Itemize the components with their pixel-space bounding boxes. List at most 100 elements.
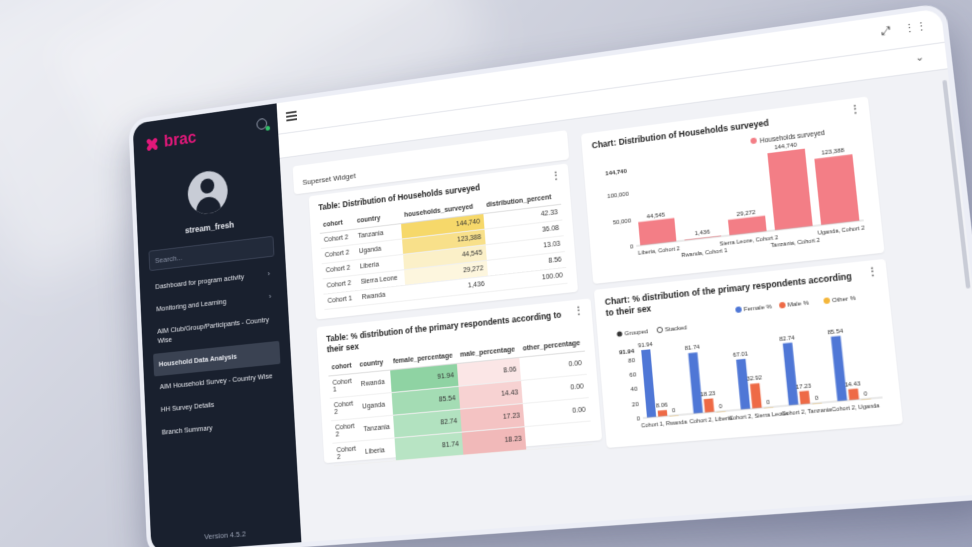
y-tick-label: 60 [629,372,636,379]
data-label: 91.94 [638,342,653,350]
table-cell: Cohort 1 [328,373,358,399]
data-label: 17.23 [796,383,812,391]
sidebar: brac stream_fresh Search... Dashboard fo… [132,103,302,547]
bar [830,335,848,402]
legend-label: Other % [832,296,856,305]
table-cell: Cohort 2 [332,440,363,466]
expand-icon[interactable]: ⤢ [880,24,892,39]
y-tick-label: 0 [636,416,640,423]
bar [848,388,860,401]
user-status-icon[interactable] [256,117,268,131]
x-tick-label: Sierra Leone, Cohort 2 [719,235,778,248]
data-label: 144,740 [774,142,797,151]
bar [703,398,715,413]
x-tick-label: Cohort 2, Uganda [831,403,880,414]
table-cell: 18.23 [461,426,527,456]
bar [767,148,813,231]
kebab-menu-icon[interactable]: ⋮ [550,170,562,183]
bar [641,349,657,418]
x-tick-label: Liberia, Cohort 2 [638,246,680,257]
x-tick-label: Rwanda, Cohort 1 [681,248,728,260]
chart-households-surveyed: Chart: Distribution of Households survey… [580,96,885,284]
bar [727,215,767,236]
table-cell: Rwanda [356,370,392,396]
y-tick-label: 80 [628,357,635,364]
chart-respondents-sex: Chart: % distribution of the primary res… [593,258,904,448]
chevron-right-icon: › [268,292,272,301]
legend-label: Male % [787,301,809,310]
main-content: ⤢ ⋮⋮ ⌄ Superset Widget Table: Distributi… [276,8,972,543]
table-cell: Cohort 2 [329,395,360,421]
data-label: 44,545 [646,212,665,221]
apps-grid-icon[interactable]: ⋮⋮ [903,20,929,37]
username: stream_fresh [184,219,235,236]
grouped-radio-icon [616,331,623,337]
version-label: Version 4.5.2 [203,529,247,542]
data-label: 123,388 [821,148,845,157]
data-label: 67.01 [733,351,749,359]
sidebar-menu: Dashboard for program activity › Monitor… [150,262,285,444]
x-tick-label: Uganda, Cohort 2 [817,225,865,237]
table-cell: Tanzania [359,415,395,441]
y-tick-label: 0 [630,244,634,251]
x-tick-label: Tanzania, Cohort 2 [770,237,820,249]
table-cell [524,421,593,451]
grouped-option: Grouped [624,329,648,338]
x-tick-label: Cohort 2, Liberia [689,415,732,425]
kebab-menu-icon[interactable]: ⋮ [849,103,862,117]
chart1-svg: Households surveyed144,740100,00050,0000… [605,129,865,260]
y-tick-label: 20 [632,401,639,408]
brac-logo[interactable]: brac [143,118,268,154]
bar [750,383,762,409]
legend-swatch [735,306,742,314]
data-label: 0 [766,400,770,407]
dashboard-device: brac stream_fresh Search... Dashboard fo… [128,2,972,547]
legend-swatch [823,297,831,305]
legend-swatch [778,301,786,309]
table-cell: Cohort 1 [323,290,359,310]
widget-title: Superset Widget [302,171,356,187]
hamburger-menu-icon[interactable] [285,110,298,122]
table-respondents-sex: Table: % distribution of the primary res… [316,298,603,466]
bar [736,358,751,410]
stacked-radio-icon [657,327,663,333]
table-cell: Cohort 2 [331,418,361,444]
chart2-svg: Female % Male % Other % Grouped Stacked 91.94… [616,296,891,430]
data-label: 29,272 [736,209,756,218]
table-cell: Liberia [360,438,396,464]
data-label: 0 [815,395,819,402]
kebab-menu-icon[interactable]: ⋮ [866,266,879,279]
chevron-down-icon[interactable]: ⌄ [914,51,925,65]
logo-text: brac [163,127,197,151]
x-tick-label: Cohort 2, Sierra Leone [729,411,789,423]
y-tick-label: 40 [630,387,637,394]
data-label: 0 [719,404,723,411]
data-label: 18.23 [700,391,716,399]
y-tick-label: 144,740 [605,169,627,178]
data-label: 81.74 [685,345,700,353]
x-tick-label: Cohort 2, Tanzania [781,407,832,418]
dashboard-grid: Superset Widget Table: Distribution of H… [287,77,972,542]
chevron-right-icon: › [267,269,271,279]
stacked-option: Stacked [665,326,688,335]
bar [688,352,703,414]
data-label: 82.74 [779,335,795,343]
bar [814,154,860,226]
kebab-menu-icon[interactable]: ⋮ [573,305,585,318]
y-tick-label: 50,000 [613,218,632,226]
bar [657,410,668,417]
bar [782,342,799,406]
table-cell: Uganda [357,392,393,419]
x-tick-label: Cohort 1, Rwanda [641,419,688,429]
data-label: 85.54 [827,328,843,336]
bar [799,390,811,405]
avatar [186,168,229,217]
data-label: 0 [864,391,868,398]
y-tick-label: 100,000 [607,192,629,201]
legend-label: Female % [744,305,773,314]
y-tick-label: 91.94 [619,349,636,357]
table-cell: 81.74 [394,432,464,461]
brac-logo-icon [143,133,161,153]
legend-swatch [750,137,758,145]
data-label: 32.92 [746,375,762,383]
